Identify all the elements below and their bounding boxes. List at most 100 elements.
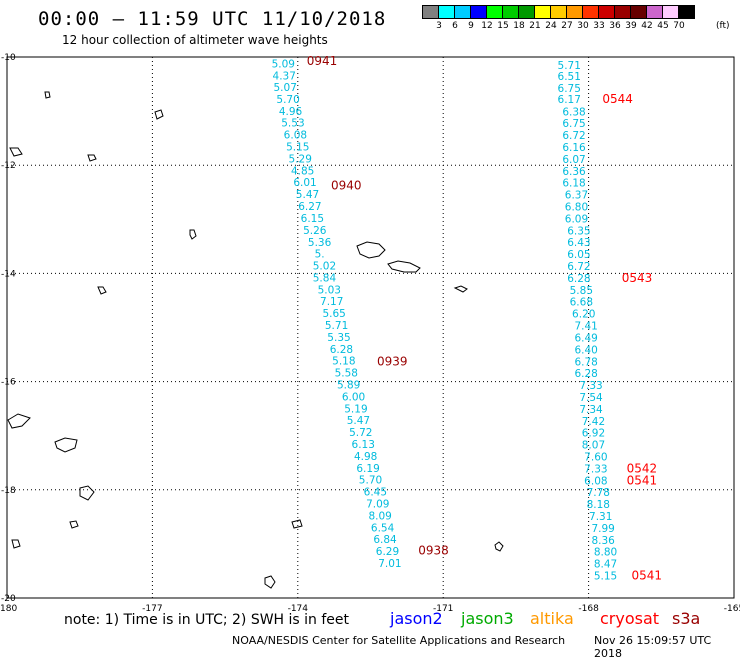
wave-height-value: 5.47 [347,415,370,427]
legend-label: 21 [529,21,541,31]
wave-height-value: 5.71 [558,60,581,72]
island-e [494,541,504,552]
island-n [11,539,21,549]
legend-label: 45 [657,21,669,31]
footer-note: note: 1) Time is in UTC; 2) SWH is in fe… [64,612,350,628]
island-upolu [356,241,386,259]
legend-label: 39 [625,21,637,31]
island-b [189,229,197,240]
legend-label: 30 [577,21,589,31]
time-label: 0938 [418,544,449,558]
footer-timestamp: Nov 26 15:09:57 UTC 2018 [594,634,712,660]
wave-height-value: 6.80 [565,202,588,214]
wave-height-value: 6.51 [558,71,581,83]
islands [7,91,504,589]
wave-height-value: 6.07 [562,154,585,166]
time-label: 0541 [631,568,662,582]
wave-height-value: 5.29 [289,153,312,165]
island-h [79,485,95,501]
wave-height-value: 7.99 [591,523,614,535]
wave-height-value: 6.43 [567,237,590,249]
axis-labels: -180 -177 -174 -171 -168 -165 -10 -12 -14 -16 -18 -… [0,53,740,614]
track-left: 5.094.375.075.704.965.536.085.155.294.85… [272,54,449,570]
island-f [7,413,31,429]
y-tick-label: -10 [1,53,16,63]
legend-label: 18 [513,21,525,31]
wave-height-value: 8.47 [594,559,617,571]
wave-height-value: 6.92 [582,428,605,440]
wave-height-value: 6.35 [567,225,590,237]
island-o [69,520,79,529]
wave-height-value: 5.15 [286,141,309,153]
wave-height-value: 6.54 [371,522,395,534]
legend-label: 70 [673,21,685,31]
wave-height-value: 6.28 [567,273,590,285]
wave-height-value: 5.26 [303,225,327,237]
map-frame [6,56,735,599]
wave-height-value: 6.29 [376,546,399,558]
legend-label: 6 [452,21,458,31]
x-tick-label: -180 [0,604,17,614]
wave-height-value: 6.36 [562,166,586,178]
island-i [264,575,276,589]
time-label: 0544 [602,92,633,106]
time-label: 0941 [307,54,338,68]
time-label: 0940 [331,178,362,192]
wave-height-value: 6.20 [572,309,595,321]
wave-height-value: 6.72 [567,261,590,273]
wave-height-value: 7.01 [378,558,401,570]
track-right: 5.716.516.756.176.386.756.726.166.076.36… [558,60,663,583]
legend-label: 27 [561,21,573,31]
wave-height-value: 5. [315,249,325,261]
wave-height-value: 5.53 [281,118,304,130]
island-g [54,437,78,453]
wave-height-value: 5.36 [308,237,332,249]
wave-height-value: 6.37 [565,190,588,202]
wave-height-value: 6.19 [356,463,379,475]
wave-height-value: 5.70 [359,475,382,487]
wave-height-value: 5.19 [344,403,367,415]
wave-height-value: 7.33 [584,463,607,475]
wave-height-value: 5.18 [332,356,355,368]
time-label: 0541 [627,473,658,487]
y-tick-label: -12 [1,161,16,171]
legend-swatches [422,5,695,19]
wave-height-value: 5.07 [274,82,297,94]
wave-height-value: 6.09 [565,213,588,225]
island-c [453,285,468,293]
footer-credit: NOAA/NESDIS Center for Satellite Applica… [232,634,566,647]
wave-height-value: 7.60 [584,451,607,463]
x-tick-label: -168 [578,604,599,614]
wave-height-value: 5.58 [335,368,358,380]
wave-height-value: 4.85 [291,165,314,177]
wave-height-value: 5.84 [313,272,337,284]
satellite-jason3: jason3 [461,609,514,628]
wave-height-value: 5.89 [337,380,360,392]
legend-labels: 3 6 9 12 15 18 21 24 27 30 33 36 39 42 45 70 [422,19,694,33]
wave-height-value: 7.09 [366,499,389,511]
wave-height-value: 7.33 [579,380,602,392]
legend-label: 3 [436,21,442,31]
wave-height-value: 7.78 [587,487,610,499]
y-tick-label: -14 [1,269,16,279]
legend-swatch [678,5,695,19]
island-savaii [387,260,421,273]
wave-height-value: 6.16 [562,142,586,154]
island-j [291,519,303,529]
wave-height-value: 6.78 [574,356,597,368]
wave-height-value: 8.36 [591,535,615,547]
x-tick-label: -165 [724,604,740,614]
y-tick-label: -16 [1,378,16,388]
wave-height-value: 6.28 [330,344,353,356]
wave-height-value: 5.65 [322,308,345,320]
wave-height-value: 5.71 [325,320,348,332]
legend-label: 12 [481,21,493,31]
wave-height-value: 6.40 [574,344,597,356]
satellite-s3a: s3a [672,609,701,628]
altimeter-tracks: 5.094.375.075.704.965.536.085.155.294.85… [272,54,662,582]
wave-height-value: 5.85 [570,285,593,297]
wave-height-value: 6.84 [373,534,397,546]
island-k [9,147,23,157]
wave-height-value: 6.15 [301,213,324,225]
